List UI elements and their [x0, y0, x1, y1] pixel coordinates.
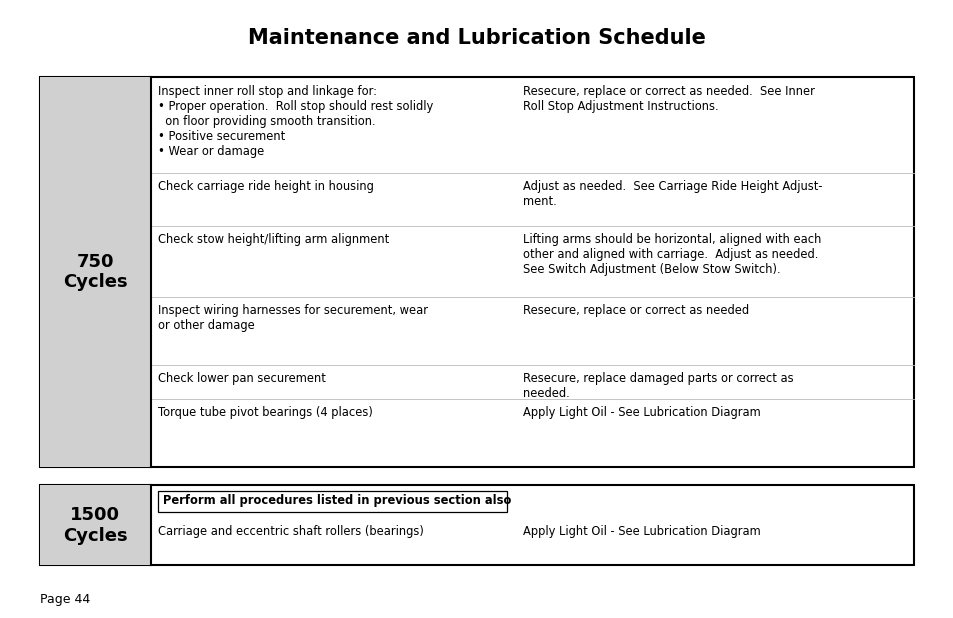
Text: Apply Light Oil - See Lubrication Diagram: Apply Light Oil - See Lubrication Diagra… — [522, 525, 760, 538]
Text: Apply Light Oil - See Lubrication Diagram: Apply Light Oil - See Lubrication Diagra… — [522, 406, 760, 419]
Text: Check lower pan securement: Check lower pan securement — [158, 372, 326, 385]
Text: Carriage and eccentric shaft rollers (bearings): Carriage and eccentric shaft rollers (be… — [158, 525, 424, 538]
Text: 750
Cycles: 750 Cycles — [63, 253, 128, 291]
Text: Perform all procedures listed in previous section also: Perform all procedures listed in previou… — [163, 494, 511, 507]
Text: 1500
Cycles: 1500 Cycles — [63, 506, 128, 544]
Text: Lifting arms should be horizontal, aligned with each
other and aligned with carr: Lifting arms should be horizontal, align… — [522, 233, 821, 276]
Text: Adjust as needed.  See Carriage Ride Height Adjust-
ment.: Adjust as needed. See Carriage Ride Heig… — [522, 180, 821, 208]
Text: Inspect wiring harnesses for securement, wear
or other damage: Inspect wiring harnesses for securement,… — [158, 304, 428, 332]
Text: Check stow height/lifting arm alignment: Check stow height/lifting arm alignment — [158, 233, 389, 246]
Text: Torque tube pivot bearings (4 places): Torque tube pivot bearings (4 places) — [158, 406, 373, 419]
Text: Inspect inner roll stop and linkage for:
• Proper operation.  Roll stop should r: Inspect inner roll stop and linkage for:… — [158, 85, 434, 158]
Bar — [40, 485, 151, 565]
Text: Resecure, replace or correct as needed: Resecure, replace or correct as needed — [522, 304, 748, 317]
Text: Maintenance and Lubrication Schedule: Maintenance and Lubrication Schedule — [248, 28, 705, 48]
Bar — [40, 77, 151, 467]
Text: Page 44: Page 44 — [40, 593, 91, 606]
Bar — [40, 77, 913, 467]
Bar — [158, 491, 506, 512]
Text: Resecure, replace damaged parts or correct as
needed.: Resecure, replace damaged parts or corre… — [522, 372, 793, 400]
Text: Check carriage ride height in housing: Check carriage ride height in housing — [158, 180, 374, 193]
Bar — [40, 485, 913, 565]
Text: Resecure, replace or correct as needed.  See Inner
Roll Stop Adjustment Instruct: Resecure, replace or correct as needed. … — [522, 85, 814, 112]
